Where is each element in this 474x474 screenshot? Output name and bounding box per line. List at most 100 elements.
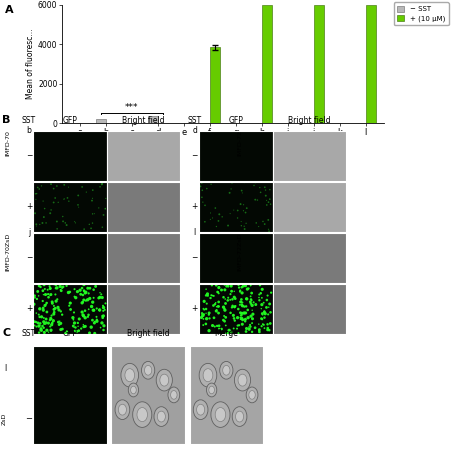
Point	[78, 183, 86, 191]
Point	[30, 301, 38, 308]
Text: +: +	[191, 304, 198, 313]
Point	[35, 322, 43, 330]
Point	[241, 318, 249, 325]
Circle shape	[137, 408, 147, 422]
Point	[46, 323, 54, 330]
Point	[31, 322, 38, 329]
Point	[242, 316, 249, 323]
Point	[96, 289, 104, 297]
Point	[49, 317, 57, 325]
Point	[39, 304, 47, 312]
Text: IMFD-72: IMFD-72	[238, 130, 243, 156]
Point	[266, 195, 273, 203]
Text: +: +	[26, 202, 32, 211]
Point	[74, 322, 82, 330]
Point	[198, 311, 206, 319]
Point	[212, 282, 220, 289]
Point	[205, 327, 213, 335]
Point	[215, 298, 222, 306]
Point	[264, 324, 272, 332]
Point	[82, 289, 90, 296]
Point	[228, 303, 236, 311]
Point	[98, 291, 105, 298]
Point	[211, 301, 219, 308]
Point	[246, 323, 254, 330]
Point	[57, 319, 64, 327]
Point	[248, 296, 255, 304]
Point	[47, 326, 55, 334]
Point	[245, 323, 253, 331]
Text: d: d	[192, 126, 197, 135]
Circle shape	[131, 386, 136, 394]
Point	[246, 298, 254, 306]
Point	[231, 303, 238, 311]
Point	[80, 287, 88, 294]
Point	[220, 293, 228, 301]
Point	[240, 309, 248, 317]
Text: ZsD: ZsD	[2, 413, 7, 425]
Point	[74, 191, 82, 199]
Point	[202, 320, 210, 328]
Point	[50, 305, 58, 313]
Point	[199, 312, 207, 319]
Point	[31, 292, 38, 300]
Point	[237, 222, 245, 229]
Point	[248, 301, 256, 309]
Point	[228, 295, 236, 303]
Point	[219, 316, 227, 324]
Point	[62, 330, 69, 337]
Point	[89, 298, 97, 306]
Point	[243, 325, 250, 332]
Point	[246, 325, 254, 332]
Point	[42, 219, 50, 227]
Point	[93, 316, 100, 324]
Point	[50, 310, 57, 318]
Point	[52, 297, 60, 305]
Point	[40, 318, 47, 326]
Point	[242, 328, 250, 335]
Point	[40, 281, 48, 289]
Point	[42, 315, 50, 323]
Point	[50, 302, 58, 310]
Point	[80, 312, 87, 319]
Point	[82, 289, 89, 297]
Point	[261, 183, 269, 191]
Point	[230, 293, 238, 301]
Point	[238, 315, 246, 322]
Point	[75, 327, 82, 335]
Point	[264, 320, 271, 328]
Text: A: A	[5, 5, 13, 15]
Point	[64, 289, 72, 296]
Point	[33, 323, 40, 330]
Point	[85, 311, 92, 319]
Point	[41, 328, 48, 335]
Point	[197, 182, 204, 190]
Point	[260, 299, 267, 307]
Point	[200, 321, 207, 329]
Text: C: C	[2, 328, 10, 338]
Point	[219, 213, 226, 220]
Point	[240, 201, 247, 209]
Point	[220, 303, 228, 311]
Circle shape	[154, 407, 169, 427]
Point	[221, 318, 228, 325]
Point	[80, 287, 88, 295]
Point	[59, 213, 66, 220]
Point	[267, 309, 274, 316]
Point	[89, 316, 96, 324]
Point	[264, 310, 272, 318]
Point	[79, 311, 87, 319]
Point	[91, 329, 99, 337]
Point	[238, 289, 246, 297]
Point	[265, 303, 273, 311]
Point	[241, 225, 248, 233]
Point	[212, 307, 220, 315]
Text: +: +	[26, 304, 32, 313]
Point	[74, 319, 82, 327]
Point	[255, 296, 263, 304]
Point	[40, 324, 47, 332]
Circle shape	[128, 383, 138, 397]
Point	[71, 319, 78, 327]
Point	[46, 285, 54, 292]
Point	[258, 315, 265, 322]
